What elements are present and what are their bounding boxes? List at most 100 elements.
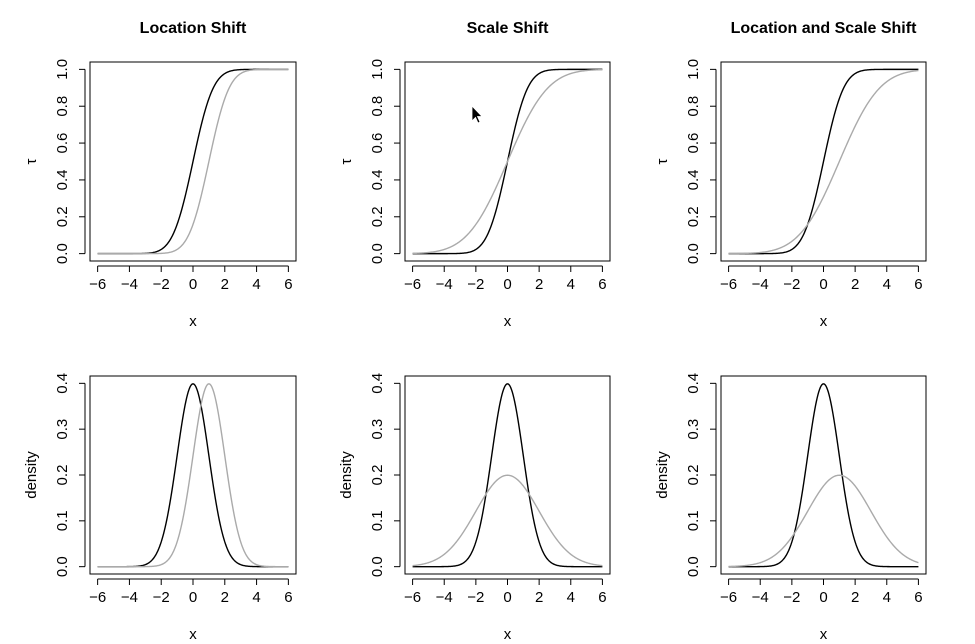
x-tick-label: 6 [284, 276, 292, 293]
x-tick-label: −4 [752, 276, 769, 293]
plot-frame [89, 61, 297, 262]
plot-frame [404, 61, 611, 262]
y-axis-label: density [23, 451, 40, 499]
y-tick-label: 0.2 [685, 465, 702, 486]
y-tick-label: 0.1 [685, 510, 702, 531]
y-tick-label: 0.4 [369, 169, 386, 190]
x-tick-label: 4 [252, 589, 260, 606]
x-tick-label: 0 [189, 589, 197, 606]
y-tick-label: 0.0 [369, 556, 386, 577]
x-tick-label: −4 [752, 589, 769, 606]
y-tick-label: 0.3 [369, 419, 386, 440]
x-tick-label: −2 [153, 589, 170, 606]
y-tick-label: 1.0 [369, 59, 386, 80]
panels: Location Shift −6 −4 −2 0 2 4 6 x 0.0 0.2 0.4 0.6 0.8… [23, 20, 927, 643]
y-axis-label: τ [338, 158, 355, 164]
panel-1: Location Shift −6 −4 −2 0 2 4 6 x 0.0 0.2 0.4 0.6 0.8… [23, 20, 297, 330]
plot-frame [89, 375, 297, 575]
y-axis-label: density [654, 451, 671, 499]
series-line-1 [728, 383, 919, 568]
x-axis-label: x [820, 626, 828, 643]
y-axis-label: τ [23, 158, 40, 164]
y-tick-label: 0.4 [685, 169, 702, 190]
y-tick-label: 1.0 [685, 59, 702, 80]
series-line-1 [97, 383, 289, 568]
y-tick-label: 0.6 [369, 133, 386, 154]
x-axis-label: x [189, 626, 197, 643]
panel-title: Scale Shift [467, 20, 549, 37]
series-line-2 [97, 383, 289, 568]
x-tick-label: −2 [467, 589, 484, 606]
x-tick-label: −2 [153, 276, 170, 293]
x-tick-label: 0 [503, 589, 511, 606]
x-tick-label: 6 [598, 589, 606, 606]
plot-frame [404, 375, 611, 575]
plot-frame [720, 61, 927, 262]
y-tick-label: 0.6 [54, 133, 71, 154]
panel-4: −6 −4 −2 0 2 4 6 x 0.0 0.1 0.2 0.3 0.4 density [23, 373, 297, 643]
y-tick-label: 0.0 [685, 243, 702, 264]
x-tick-label: −4 [436, 589, 453, 606]
x-tick-label: 4 [252, 276, 260, 293]
x-tick-label: −6 [89, 276, 106, 293]
y-tick-label: 1.0 [54, 59, 71, 80]
plot-frame [720, 375, 927, 575]
x-tick-label: 6 [284, 589, 292, 606]
series-line-2 [412, 68, 603, 255]
y-axis-label: density [338, 451, 355, 499]
y-tick-label: 0.4 [54, 169, 71, 190]
y-tick-label: 0.4 [369, 373, 386, 394]
y-tick-label: 0.8 [54, 96, 71, 117]
x-tick-label: 6 [598, 276, 606, 293]
y-tick-label: 0.4 [685, 373, 702, 394]
panel-2: Scale Shift −6 −4 −2 0 2 4 6 x 0.0 0.2 0.4 0.6 0.8 1.0… [338, 20, 611, 330]
x-tick-label: 2 [851, 276, 859, 293]
x-tick-label: 2 [535, 589, 543, 606]
y-tick-label: 0.6 [685, 133, 702, 154]
x-tick-label: −4 [436, 276, 453, 293]
panel-title: Location Shift [140, 20, 247, 37]
x-tick-label: 0 [819, 276, 827, 293]
x-tick-label: 2 [535, 276, 543, 293]
x-tick-label: 2 [221, 276, 229, 293]
x-axis-label: x [820, 313, 828, 330]
x-tick-label: −2 [783, 276, 800, 293]
mouse-pointer-icon [471, 105, 483, 124]
x-tick-label: −4 [121, 276, 138, 293]
y-tick-label: 0.2 [54, 465, 71, 486]
y-tick-label: 0.8 [685, 96, 702, 117]
x-tick-label: 2 [851, 589, 859, 606]
x-tick-label: −2 [783, 589, 800, 606]
y-tick-label: 0.4 [54, 373, 71, 394]
panel-3: Location and Scale Shift −6 −4 −2 0 2 4 6 x 0.0 0.… [654, 20, 927, 330]
x-tick-label: −6 [89, 589, 106, 606]
panel-6: −6 −4 −2 0 2 4 6 x 0.0 0.1 0.2 0.3 0.4 density [654, 373, 927, 643]
x-axis-label: x [504, 626, 512, 643]
y-tick-label: 0.2 [369, 206, 386, 227]
x-tick-label: −2 [467, 276, 484, 293]
y-tick-label: 0.8 [369, 96, 386, 117]
y-tick-label: 0.0 [685, 556, 702, 577]
x-tick-label: −6 [404, 589, 421, 606]
y-tick-label: 0.1 [54, 510, 71, 531]
panel-5: −6 −4 −2 0 2 4 6 x 0.0 0.1 0.2 0.3 0.4 density [338, 373, 611, 643]
series-line-2 [97, 68, 289, 255]
x-tick-label: 4 [883, 589, 891, 606]
x-tick-label: −6 [720, 276, 737, 293]
series-line-2 [412, 474, 603, 567]
y-tick-label: 0.2 [369, 465, 386, 486]
series-line-2 [728, 474, 919, 568]
x-tick-label: 0 [189, 276, 197, 293]
x-tick-label: 4 [567, 276, 575, 293]
series-line-1 [412, 383, 603, 568]
y-tick-label: 0.0 [54, 243, 71, 264]
series-line-1 [728, 68, 919, 255]
y-tick-label: 0.2 [54, 206, 71, 227]
x-tick-label: −6 [720, 589, 737, 606]
x-tick-label: 0 [819, 589, 827, 606]
x-tick-label: −6 [404, 276, 421, 293]
x-tick-label: 0 [503, 276, 511, 293]
y-axis-label: τ [654, 158, 671, 164]
series-line-2 [728, 69, 919, 255]
